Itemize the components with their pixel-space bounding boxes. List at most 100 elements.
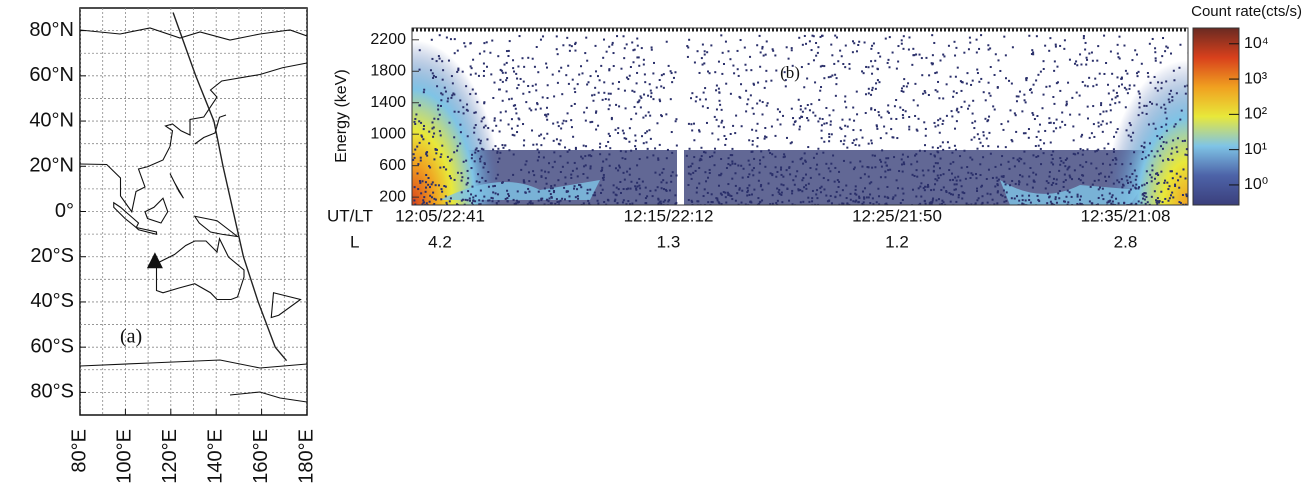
count-speckle <box>605 203 608 205</box>
count-speckle <box>1042 60 1045 63</box>
count-speckle <box>534 180 537 183</box>
count-speckle <box>1059 89 1062 92</box>
count-speckle <box>449 159 452 162</box>
count-speckle <box>981 201 984 204</box>
count-speckle <box>471 202 474 205</box>
count-speckle <box>724 196 727 199</box>
count-speckle <box>608 104 611 107</box>
count-speckle <box>1112 89 1115 92</box>
count-speckle <box>992 105 995 108</box>
count-speckle <box>867 92 870 95</box>
count-speckle <box>585 36 588 39</box>
count-speckle <box>1067 201 1070 204</box>
count-speckle <box>928 202 931 205</box>
count-speckle <box>700 158 703 161</box>
count-speckle <box>875 124 878 127</box>
count-speckle <box>871 154 874 157</box>
count-speckle <box>474 111 477 114</box>
count-speckle <box>1039 139 1042 142</box>
count-speckle <box>875 82 878 85</box>
count-speckle <box>804 184 807 187</box>
count-speckle <box>1013 165 1016 168</box>
count-speckle <box>921 74 924 77</box>
x-tick-label: 12:35/21:08 <box>1081 206 1171 225</box>
count-speckle <box>638 184 641 187</box>
count-speckle <box>580 186 583 189</box>
count-speckle <box>513 70 516 73</box>
count-speckle <box>1064 159 1067 162</box>
count-speckle <box>1108 175 1111 178</box>
count-speckle <box>1150 195 1153 198</box>
y-axis-title: Energy (keV) <box>333 69 350 162</box>
count-speckle <box>1052 130 1055 133</box>
count-speckle <box>517 200 520 203</box>
count-speckle <box>415 113 418 116</box>
count-speckle <box>988 115 991 118</box>
count-speckle <box>1115 91 1118 94</box>
count-speckle <box>1003 180 1006 183</box>
count-speckle <box>489 51 492 54</box>
count-speckle <box>439 166 442 169</box>
count-speckle <box>1128 122 1131 125</box>
count-speckle <box>634 134 637 137</box>
count-speckle <box>519 77 522 80</box>
count-speckle <box>598 146 601 149</box>
count-speckle <box>954 127 957 130</box>
count-speckle <box>986 120 989 123</box>
count-speckle <box>635 147 638 150</box>
count-speckle <box>741 176 744 179</box>
count-speckle <box>705 121 708 124</box>
y-tick-label: 40°S <box>30 290 74 312</box>
count-speckle <box>1053 102 1056 105</box>
count-speckle <box>573 187 576 190</box>
count-speckle <box>615 194 618 197</box>
count-speckle <box>599 184 602 187</box>
count-speckle <box>915 195 918 198</box>
count-speckle <box>571 169 574 172</box>
count-speckle <box>968 104 971 107</box>
count-speckle <box>635 199 638 202</box>
count-speckle <box>858 40 861 43</box>
count-speckle <box>495 202 498 205</box>
count-speckle <box>870 181 873 184</box>
count-speckle <box>936 90 939 93</box>
count-speckle <box>812 111 815 114</box>
count-speckle <box>650 48 653 51</box>
count-speckle <box>1044 44 1047 47</box>
count-speckle <box>976 133 979 136</box>
count-speckle <box>696 50 699 53</box>
count-speckle <box>951 115 954 118</box>
count-speckle <box>472 199 475 202</box>
count-speckle <box>1129 162 1132 165</box>
count-speckle <box>421 180 424 183</box>
count-speckle <box>479 189 482 192</box>
count-speckle <box>799 158 802 161</box>
count-speckle <box>987 44 990 47</box>
count-speckle <box>698 159 701 162</box>
count-speckle <box>1073 169 1076 172</box>
count-speckle <box>963 51 966 54</box>
count-speckle <box>975 38 978 41</box>
count-speckle <box>710 44 713 47</box>
count-speckle <box>765 80 768 83</box>
count-speckle <box>737 74 740 77</box>
count-speckle <box>495 124 498 127</box>
slot-band-left <box>440 180 600 200</box>
count-speckle <box>601 166 604 169</box>
count-speckle <box>976 199 979 202</box>
count-speckle <box>729 194 732 197</box>
count-speckle <box>1058 197 1061 200</box>
count-speckle <box>996 190 999 193</box>
count-speckle <box>708 168 711 171</box>
count-speckle <box>465 183 468 186</box>
count-speckle <box>498 88 501 91</box>
count-speckle <box>823 188 826 191</box>
count-speckle <box>980 34 983 37</box>
count-speckle <box>1002 128 1005 131</box>
count-speckle <box>693 122 696 125</box>
count-speckle <box>595 128 598 131</box>
count-speckle <box>941 122 944 125</box>
count-speckle <box>1160 106 1163 109</box>
count-speckle <box>1118 85 1121 88</box>
borneo <box>144 197 169 224</box>
